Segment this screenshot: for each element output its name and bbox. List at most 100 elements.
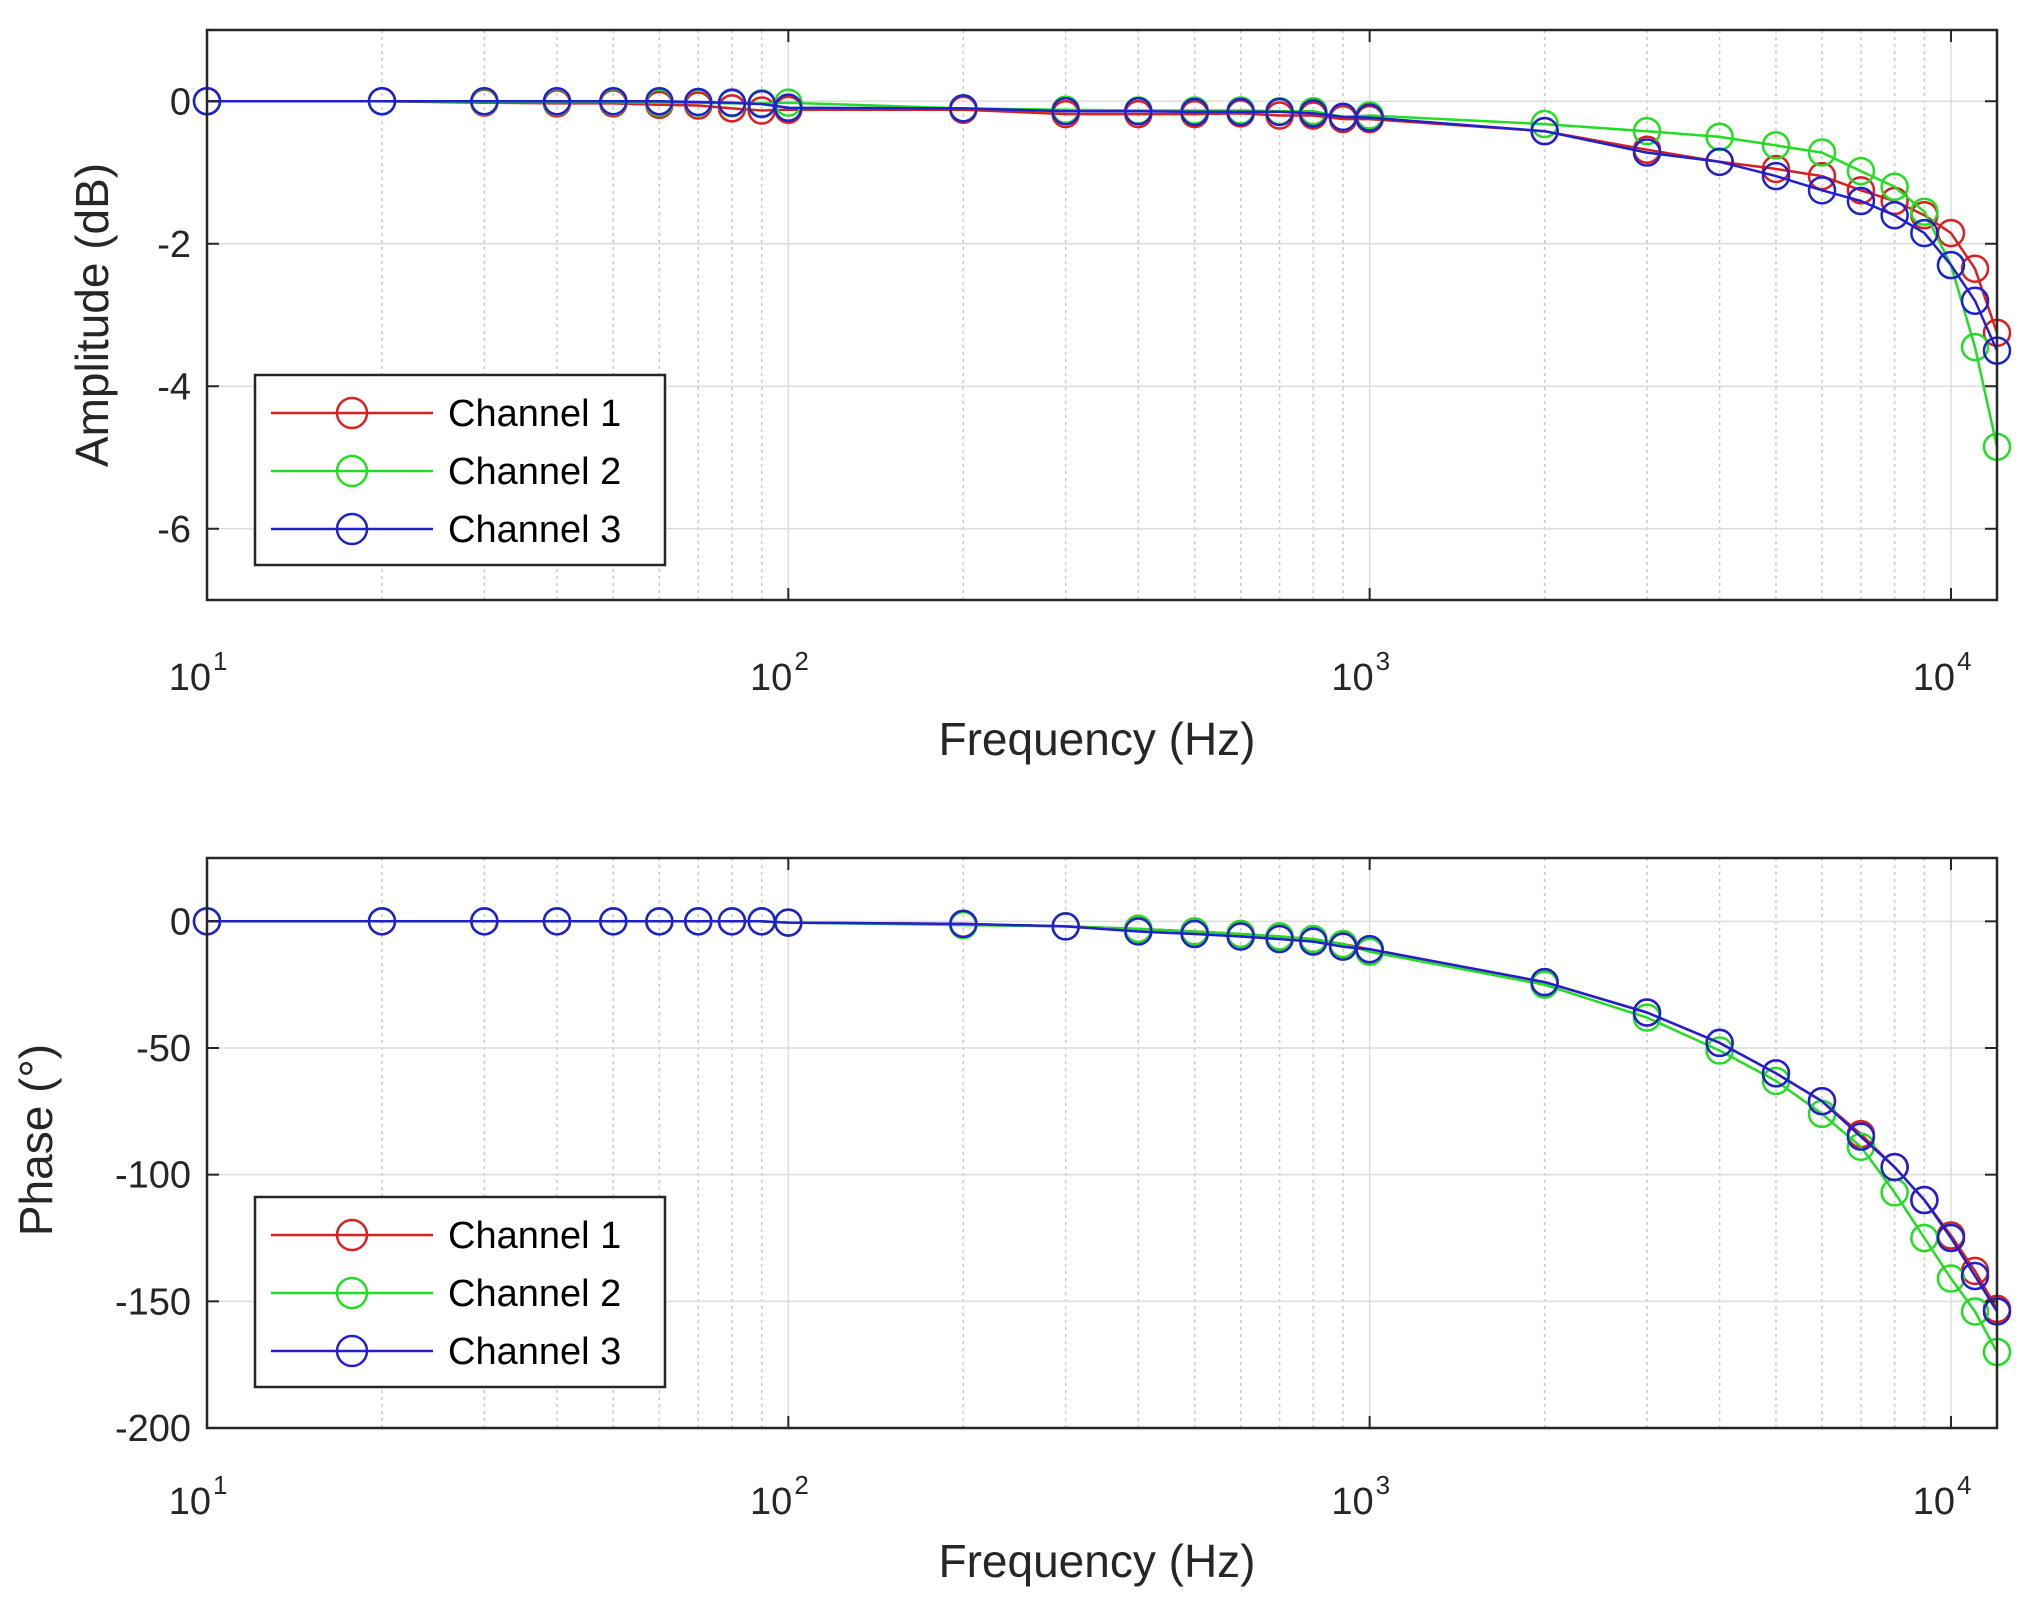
data-point (645, 87, 674, 116)
x-tick-exponent: 2 (794, 1470, 808, 1500)
x-tick-exponent: 4 (1957, 1470, 1971, 1500)
data-point (1761, 161, 1791, 191)
x-tick-exponent: 3 (1376, 1470, 1390, 1500)
series-line (207, 100, 1999, 334)
data-point (1910, 1185, 1939, 1215)
data-point (1705, 1028, 1734, 1058)
data-point (1180, 919, 1209, 949)
data-point (684, 907, 713, 936)
data-point (367, 907, 397, 936)
y-tick-label: -4 (157, 366, 191, 408)
data-point (1846, 186, 1876, 216)
data-point (1936, 1264, 1966, 1293)
data-point (1807, 138, 1837, 167)
data-point (1910, 218, 1939, 248)
data-point (542, 907, 572, 936)
x-tick-label: 10 4 (1913, 646, 1972, 699)
x-tick-exponent: 2 (794, 646, 808, 676)
axes-frame (205, 28, 1999, 602)
data-point (1846, 1122, 1876, 1151)
y-tick-label: -6 (157, 509, 191, 551)
data-point (1355, 934, 1384, 964)
y-axis-label: Amplitude (dB) (66, 163, 118, 467)
data-point (1761, 154, 1791, 184)
data-point (1632, 138, 1662, 167)
x-tick-base: 10 (169, 1481, 211, 1523)
series-line (207, 100, 1999, 352)
data-point (949, 94, 978, 123)
data-point (542, 87, 572, 116)
x-tick-base: 10 (750, 1481, 792, 1523)
data-point (1530, 109, 1559, 139)
legend: Channel 1 Channel 2 Channel 3 (253, 373, 667, 567)
x-tick-label: 10 1 (169, 646, 228, 699)
data-point (1910, 197, 1939, 226)
series-3 (192, 907, 2012, 1326)
legend-marker (335, 396, 369, 430)
tick-marks (206, 30, 1997, 600)
legend-label: Channel 2 (448, 1273, 621, 1315)
data-point (717, 88, 747, 117)
data-point (949, 909, 978, 939)
x-tick-base: 10 (1331, 657, 1373, 699)
y-tick-label: -2 (157, 224, 191, 266)
data-point (774, 93, 803, 122)
x-tick-base: 10 (169, 657, 211, 699)
legend-label: Channel 2 (448, 451, 621, 493)
data-point (1299, 99, 1328, 128)
data-point (1051, 912, 1080, 941)
data-point (684, 87, 713, 117)
legend-entry-1: Channel 1 (271, 393, 621, 435)
data-point (1180, 97, 1209, 127)
data-point (1761, 1059, 1791, 1088)
series-group (192, 907, 2012, 1367)
data-point (774, 908, 803, 937)
data-point (1265, 924, 1294, 954)
data-point (1632, 998, 1662, 1027)
legend: Channel 1 Channel 2 Channel 3 (253, 1195, 667, 1389)
x-axis-label: Frequency (Hz) (939, 713, 1256, 765)
data-point (1124, 917, 1153, 946)
data-point (1299, 927, 1328, 956)
legend-label: Channel 3 (448, 509, 621, 551)
x-tick-base: 10 (1913, 657, 1955, 699)
data-point (1936, 250, 1966, 280)
data-point (1960, 1261, 1990, 1291)
data-point (1880, 172, 1909, 201)
data-point (1705, 147, 1734, 177)
y-tick-label: -200 (115, 1408, 191, 1450)
x-tick-exponent: 4 (1957, 646, 1971, 676)
x-tick-label: 10 2 (750, 1470, 809, 1523)
data-point (1226, 97, 1255, 127)
legend-marker (335, 454, 369, 488)
data-point (1960, 286, 1990, 315)
data-point (470, 907, 499, 936)
legend-label: Channel 1 (448, 1215, 621, 1257)
series-line (207, 920, 1999, 1313)
data-point (599, 87, 628, 116)
data-point (1807, 1086, 1837, 1116)
data-point (470, 87, 499, 116)
x-axis-label: Frequency (Hz) (939, 1535, 1256, 1587)
x-tick-exponent: 3 (1376, 646, 1390, 676)
legend-marker (335, 512, 369, 546)
data-point (1880, 201, 1909, 230)
x-tick-label: 10 3 (1331, 646, 1390, 699)
data-point (1226, 922, 1255, 951)
x-tick-exponent: 1 (213, 646, 227, 676)
y-tick-label: -150 (115, 1281, 191, 1323)
data-point (599, 907, 628, 936)
data-point (1530, 116, 1559, 146)
series-group (192, 87, 2012, 462)
x-tick-base: 10 (1913, 1481, 1955, 1523)
data-point (1265, 97, 1294, 127)
legend-marker (335, 1276, 369, 1310)
data-point (1880, 1152, 1909, 1182)
legend-label: Channel 3 (448, 1331, 621, 1373)
data-point (717, 907, 747, 936)
x-tick-base: 10 (1331, 1481, 1373, 1523)
data-point (1355, 103, 1384, 132)
x-tick-label: 10 4 (1913, 1470, 1972, 1523)
